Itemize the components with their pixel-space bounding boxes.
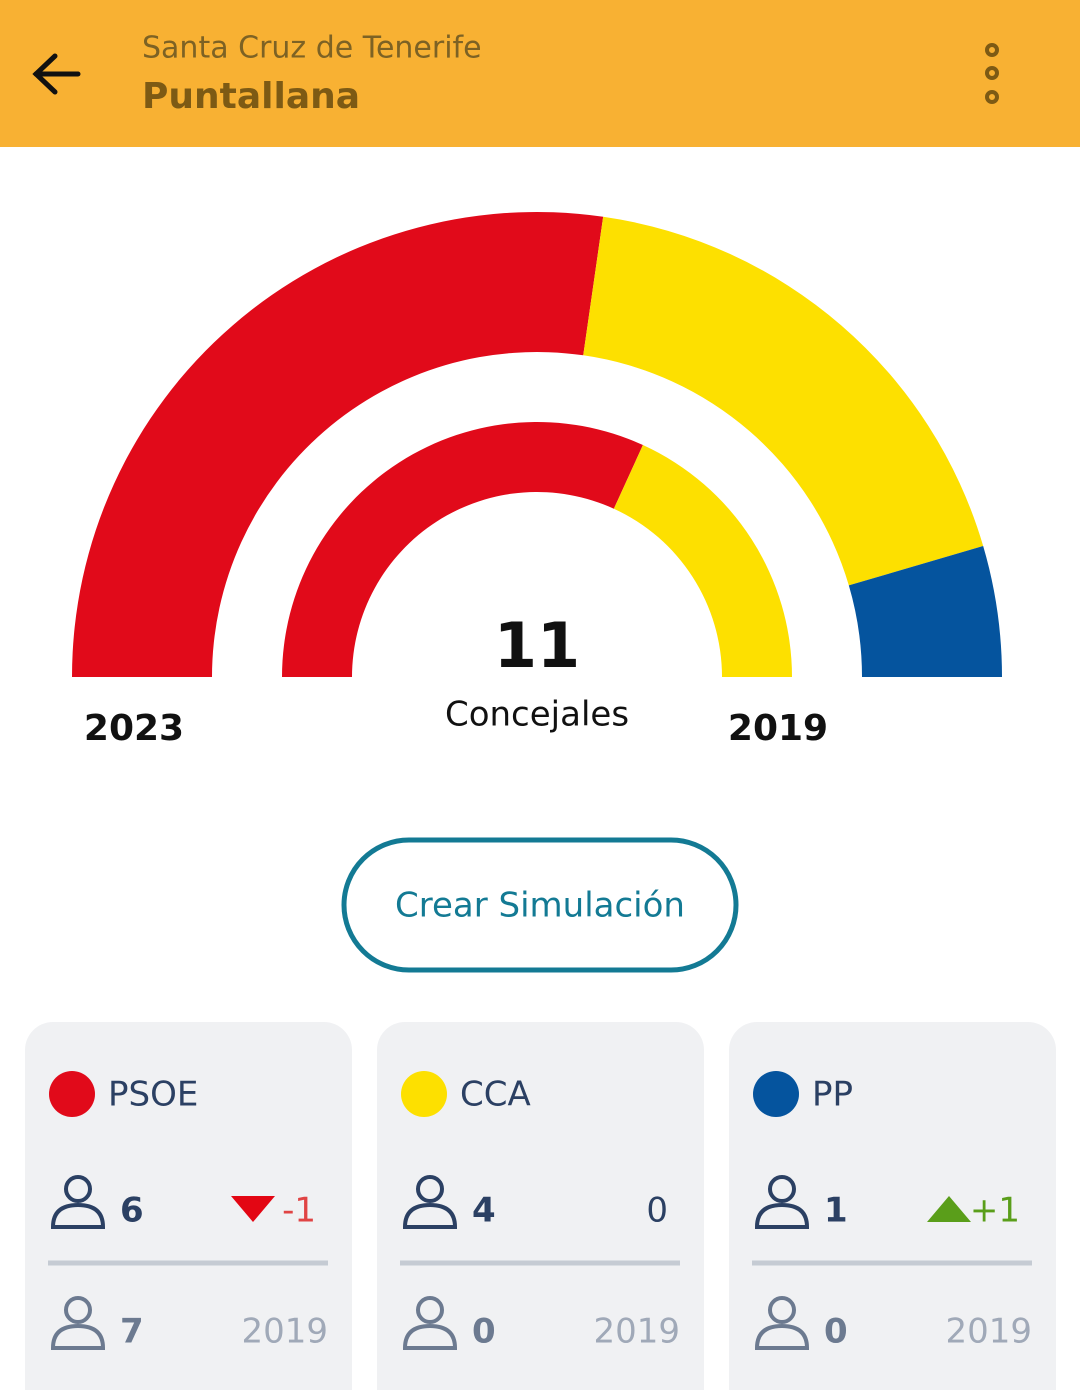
button-label[interactable]: Crear Simulación (395, 886, 685, 926)
person-icon (402, 1175, 458, 1229)
person-icon (50, 1296, 106, 1350)
icon-body (402, 1202, 458, 1229)
icon-body (754, 1202, 810, 1229)
center-value: 11 (494, 609, 580, 682)
center-label: Concejales (445, 695, 629, 735)
icon-body (402, 1323, 458, 1350)
ring-segment (282, 421, 643, 677)
prev-year: 2019 (593, 1312, 680, 1352)
prev-seats: 7 (120, 1312, 144, 1352)
ring-segment (613, 445, 792, 677)
seats-2023: 1 (824, 1191, 848, 1231)
menu-button[interactable] (985, 43, 999, 104)
icon-head (768, 1296, 796, 1324)
back-button[interactable] (32, 53, 81, 95)
header-title: Puntallana (142, 76, 360, 117)
seats-2023: 4 (472, 1191, 496, 1231)
seats-2023: 6 (120, 1191, 144, 1231)
simulation-button[interactable]: Crear Simulación (341, 837, 739, 973)
ring-segment (72, 212, 604, 677)
app-bar (0, 0, 1080, 147)
icon-body (50, 1202, 106, 1229)
person-icon (754, 1175, 810, 1229)
series-label: 2019 (728, 708, 828, 749)
party-card (729, 1022, 1056, 1390)
seat-change: 0 (646, 1191, 668, 1231)
party-card (377, 1022, 704, 1390)
party-name: PP (812, 1075, 853, 1115)
party-card (25, 1022, 352, 1390)
person-icon (50, 1175, 106, 1229)
party-color-dot (49, 1071, 95, 1117)
icon-head (416, 1175, 444, 1203)
button-outline[interactable] (341, 837, 739, 973)
prev-seats: 0 (824, 1312, 848, 1352)
icon-head (768, 1175, 796, 1203)
series-label: 2023 (84, 708, 184, 749)
ring-segment (583, 216, 984, 586)
icon-head (64, 1175, 92, 1203)
header-subtitle: Santa Cruz de Tenerife (142, 31, 482, 66)
prev-year: 2019 (945, 1312, 1032, 1352)
icon-head (416, 1296, 444, 1324)
seat-change: +1 (970, 1191, 1020, 1231)
party-color-dot (753, 1071, 799, 1117)
person-icon (402, 1296, 458, 1350)
icon-body (50, 1323, 106, 1350)
prev-seats: 0 (472, 1312, 496, 1352)
trend-up (927, 1196, 971, 1222)
party-name: PSOE (108, 1075, 198, 1115)
seat-change: -1 (282, 1191, 316, 1231)
trend-down (231, 1196, 275, 1222)
ring-segment (848, 545, 1002, 677)
party-name: CCA (460, 1075, 531, 1115)
prev-year: 2019 (241, 1312, 328, 1352)
party-color-dot (401, 1071, 447, 1117)
icon-body (754, 1323, 810, 1350)
person-icon (754, 1296, 810, 1350)
icon-head (64, 1296, 92, 1324)
